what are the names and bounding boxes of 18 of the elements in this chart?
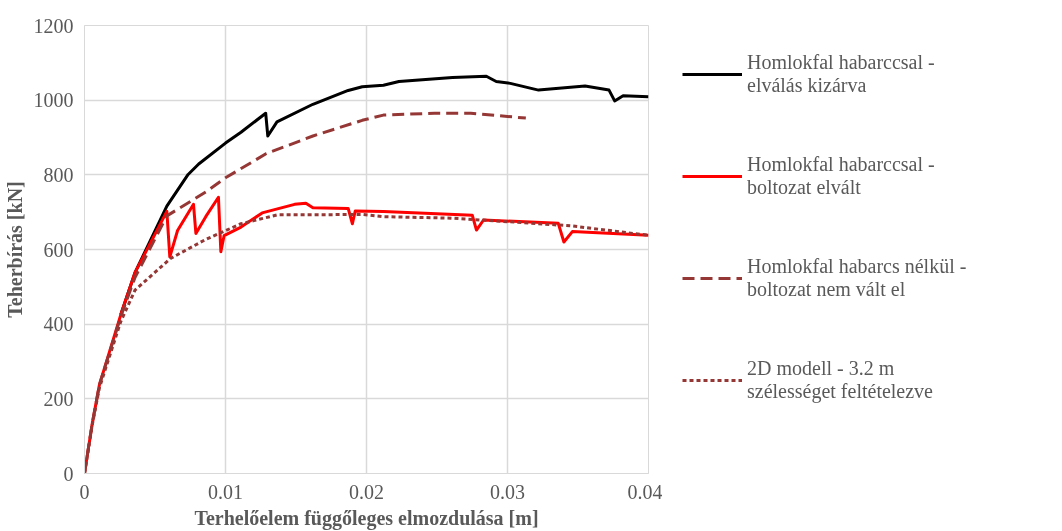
y-axis-title: Teherbírás [kN] [3, 181, 26, 318]
x-tick-label: 0.02 [349, 480, 384, 503]
y-tick-label: 200 [43, 387, 74, 410]
y-tick-label: 800 [43, 163, 74, 186]
x-tick-label: 0 [79, 480, 90, 503]
x-tick-label: 0.04 [627, 480, 663, 503]
legend-label: 2D modell - 3.2 m szélességet feltételezve [747, 357, 933, 403]
x-axis-title: Terhelőelem függőleges elmozdulása [m] [194, 506, 539, 530]
x-tick-label: 0.01 [208, 480, 243, 503]
y-tick-label: 1200 [33, 14, 74, 37]
legend-label: Homlokfal habarccsal - boltozat elvált [747, 153, 935, 199]
legend-label: Homlokfal habarcs nélkül - boltozat nem vált el [747, 255, 967, 301]
legend-label: Homlokfal habarccsal - elválás kizárva [747, 51, 935, 97]
y-tick-label: 400 [43, 313, 74, 336]
x-tick-label: 0.03 [490, 480, 525, 503]
y-tick-label: 600 [43, 238, 74, 261]
y-tick-label: 0 [63, 462, 74, 485]
y-tick-label: 1000 [33, 89, 74, 112]
